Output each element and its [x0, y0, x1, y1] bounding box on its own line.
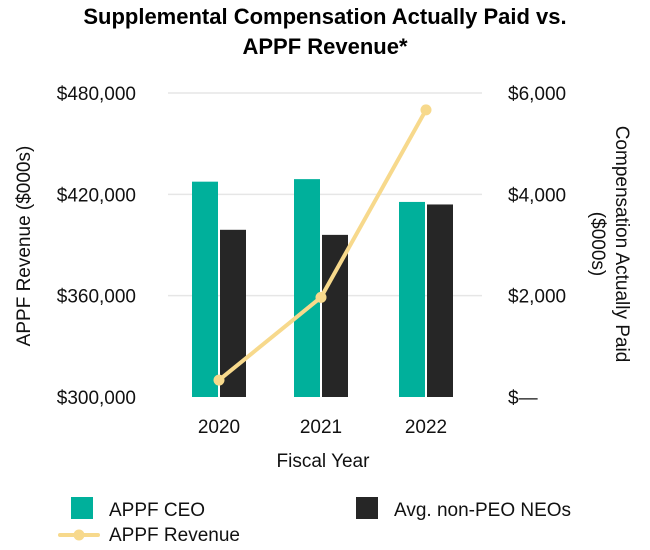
left-axis-label: APPF Revenue ($000s) [14, 146, 35, 347]
revenue-point [213, 374, 225, 386]
legend: APPF CEO Avg. non-PEO NEOs APPF Revenue [58, 497, 571, 546]
left-tick-label: $420,000 [57, 185, 136, 206]
right-tick-label: $6,000 [508, 84, 566, 105]
legend-label-non-peo-neos: Avg. non-PEO NEOs [394, 500, 571, 521]
right-axis-label-line-2: ($000s) [587, 212, 608, 276]
bar-appf-ceo [294, 179, 320, 397]
revenue-line-layer [213, 104, 432, 386]
x-tick-label: 2020 [198, 417, 240, 438]
revenue-point [315, 291, 327, 303]
right-axis-ticks: $— $2,000 $4,000 $6,000 [508, 84, 566, 409]
x-tick-label: 2022 [405, 417, 447, 438]
bar-non-peo-neos [427, 204, 453, 397]
revenue-point [420, 104, 432, 116]
right-axis-label-line-1: Compensation Actually Paid [611, 126, 632, 363]
chart-title-line-2: APPF Revenue* [242, 34, 407, 59]
bars [192, 179, 453, 397]
left-axis-ticks: $300,000 $360,000 $420,000 $480,000 [57, 84, 136, 409]
right-tick-label: $4,000 [508, 185, 566, 206]
bar-appf-ceo [399, 201, 425, 397]
left-tick-label: $300,000 [57, 388, 136, 409]
chart-title-line-1: Supplemental Compensation Actually Paid … [83, 4, 566, 29]
x-axis-ticks: 2020 2021 2022 [198, 417, 447, 438]
legend-label-appf-ceo: APPF CEO [109, 500, 205, 521]
x-axis-label: Fiscal Year [277, 451, 371, 472]
left-tick-label: $480,000 [57, 84, 136, 105]
left-tick-label: $360,000 [57, 287, 136, 308]
legend-label-appf-revenue: APPF Revenue [109, 525, 240, 546]
bar-appf-ceo [192, 181, 218, 397]
right-tick-label: $— [508, 388, 538, 409]
bar-non-peo-neos [220, 229, 246, 397]
x-tick-label: 2021 [300, 417, 342, 438]
legend-marker-appf-revenue [73, 529, 85, 541]
right-tick-label: $2,000 [508, 287, 566, 308]
bar-non-peo-neos [322, 234, 348, 397]
legend-swatch-non-peo-neos [356, 497, 378, 519]
legend-swatch-appf-ceo [71, 497, 93, 519]
